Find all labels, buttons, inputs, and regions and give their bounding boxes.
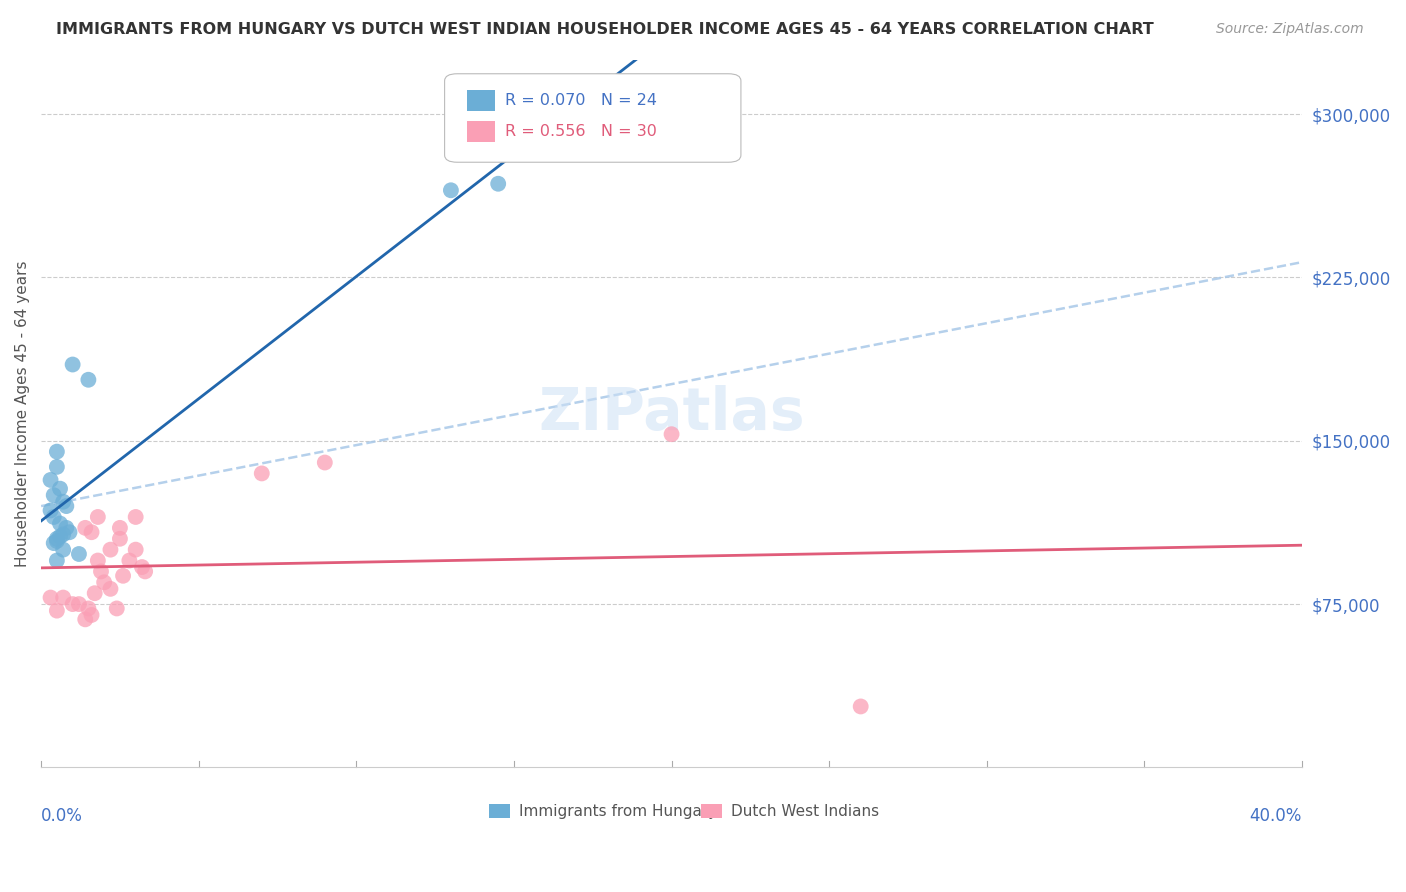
Point [112, 568, 135, 582]
Text: Immigrants from Hungary: Immigrants from Hungary [519, 804, 717, 819]
Text: R = 0.556   N = 30: R = 0.556 N = 30 [505, 124, 657, 139]
Point [45, 532, 67, 546]
Point [45, 553, 67, 567]
Point [849, 699, 872, 714]
Point [52, 591, 75, 605]
Point [486, 177, 509, 191]
Point [42, 536, 65, 550]
Point [250, 467, 273, 481]
Point [58, 525, 80, 540]
Point [131, 560, 153, 574]
Bar [467, 90, 495, 112]
Point [90, 565, 112, 579]
FancyBboxPatch shape [444, 74, 741, 162]
Point [93, 575, 115, 590]
Point [42, 488, 65, 502]
Y-axis label: Householder Income Ages 45 - 64 years: Householder Income Ages 45 - 64 years [15, 260, 30, 566]
Point [661, 427, 683, 442]
Text: Source: ZipAtlas.com: Source: ZipAtlas.com [1216, 22, 1364, 37]
Point [108, 521, 131, 535]
Point [49, 516, 72, 531]
Point [45, 604, 67, 618]
Point [39, 503, 62, 517]
Point [45, 444, 67, 458]
Point [39, 591, 62, 605]
Point [75, 612, 97, 626]
Point [75, 521, 97, 535]
Text: 0.0%: 0.0% [41, 806, 83, 824]
Point [83, 586, 105, 600]
Text: IMMIGRANTS FROM HUNGARY VS DUTCH WEST INDIAN HOUSEHOLDER INCOME AGES 45 - 64 YEA: IMMIGRANTS FROM HUNGARY VS DUTCH WEST IN… [56, 22, 1154, 37]
Point [87, 553, 110, 567]
Point [45, 459, 67, 474]
Point [100, 582, 122, 596]
Text: 40.0%: 40.0% [1250, 806, 1302, 824]
Point [49, 530, 72, 544]
Bar [489, 805, 510, 818]
Point [67, 547, 90, 561]
Point [52, 494, 75, 508]
Point [67, 597, 90, 611]
Point [440, 183, 463, 197]
Point [62, 597, 84, 611]
Point [55, 499, 77, 513]
Text: Dutch West Indians: Dutch West Indians [731, 804, 879, 819]
Text: R = 0.070   N = 24: R = 0.070 N = 24 [505, 93, 657, 108]
Point [105, 601, 128, 615]
Point [100, 542, 122, 557]
Text: ZIPatlas: ZIPatlas [538, 385, 804, 442]
Point [55, 521, 77, 535]
Point [49, 482, 72, 496]
Point [52, 527, 75, 541]
Point [77, 601, 100, 615]
Point [118, 553, 141, 567]
Point [80, 525, 103, 540]
Bar [700, 805, 723, 818]
Point [314, 456, 336, 470]
Point [45, 533, 67, 548]
Point [108, 532, 131, 546]
Point [125, 542, 148, 557]
Point [77, 373, 100, 387]
Point [80, 607, 103, 622]
Point [87, 510, 110, 524]
Point [42, 510, 65, 524]
Point [62, 358, 84, 372]
Bar [467, 121, 495, 143]
Point [39, 473, 62, 487]
Point [125, 510, 148, 524]
Point [134, 565, 156, 579]
Point [52, 542, 75, 557]
